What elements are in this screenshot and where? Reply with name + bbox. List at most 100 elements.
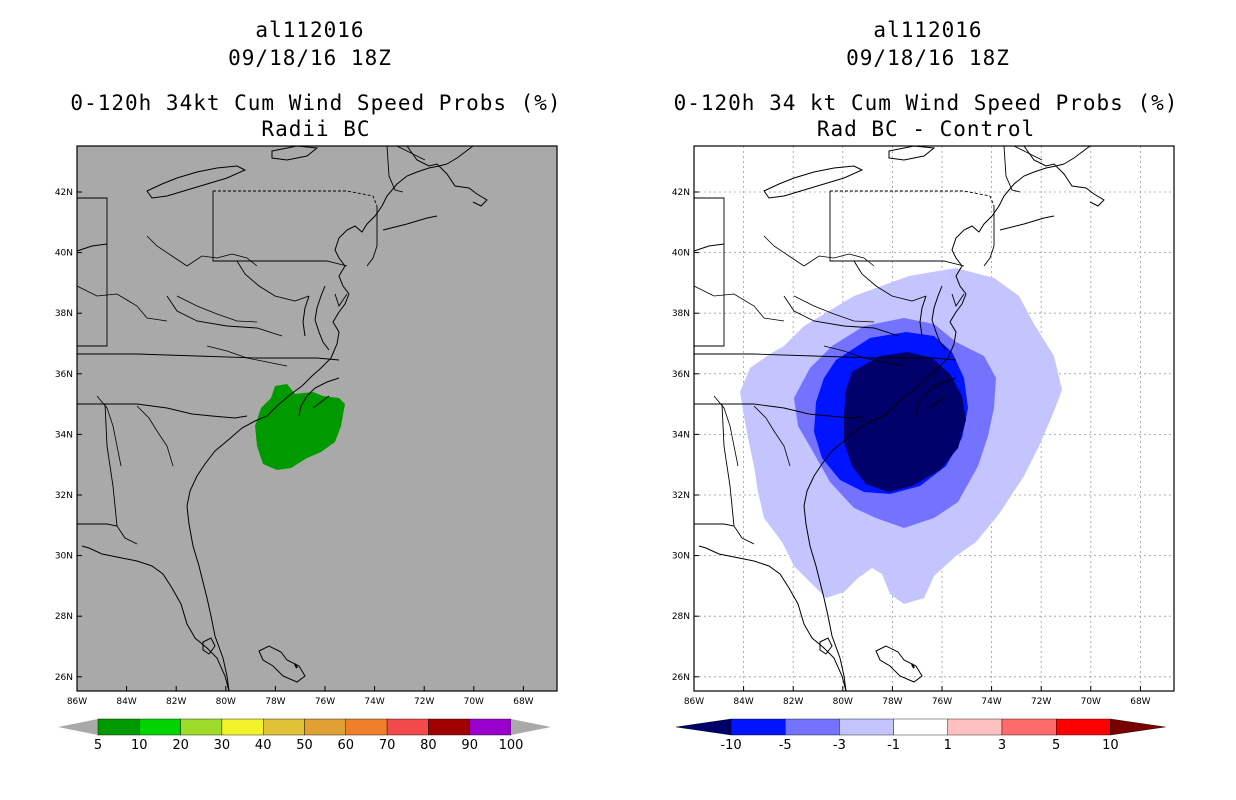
left-colorbar-swatch <box>221 718 264 736</box>
right-colorbar-label: 3 <box>998 738 1006 753</box>
left-lon-label: 72W <box>414 697 434 707</box>
right-latitude-labels: 42N 40N 38N 36N 34N 32N 30N 28N 26N <box>672 188 699 683</box>
right-lon-label: 80W <box>833 697 853 707</box>
right-colorbar-swatch <box>1001 718 1057 736</box>
left-lon-label: 78W <box>265 697 285 707</box>
left-colorbar-high-extend <box>511 719 551 735</box>
left-product-subtitle: Radii BC <box>261 117 371 141</box>
right-colorbar-swatch <box>947 718 1003 736</box>
right-datetime: 09/18/16 18Z <box>846 46 1010 70</box>
right-lon-label: 86W <box>684 697 704 707</box>
left-colorbar-swatch <box>180 718 223 736</box>
right-lat-label: 36N <box>672 370 690 380</box>
right-lon-label: 68W <box>1130 697 1150 707</box>
right-lon-label: 82W <box>783 697 803 707</box>
left-map-panel <box>76 145 558 692</box>
left-colorbar-label: 60 <box>338 738 355 753</box>
right-colorbar-label: -1 <box>887 738 900 753</box>
right-colorbar-label: -10 <box>720 738 741 753</box>
left-lon-label: 86W <box>67 697 87 707</box>
right-colorbar-swatch <box>1055 718 1111 736</box>
left-lat-label: 36N <box>55 370 73 380</box>
right-longitude-labels: 86W 84W 82W 80W 78W 76W 74W 72W 70W 68W <box>684 686 1151 707</box>
left-lon-label: 70W <box>464 697 484 707</box>
left-colorbar: 5 10 20 30 40 50 60 70 80 90 100 <box>58 718 551 753</box>
right-colorbar-swatch <box>839 718 894 736</box>
left-colorbar-low-extend <box>58 719 98 735</box>
left-latitude-labels: 42N 40N 38N 36N 34N 32N 30N 28N 26N <box>55 188 82 683</box>
right-colorbar-label: 1 <box>944 738 952 753</box>
left-colorbar-swatch <box>304 718 346 736</box>
left-lon-label: 84W <box>116 697 136 707</box>
left-lat-label: 34N <box>55 430 73 440</box>
right-lon-label: 76W <box>932 697 952 707</box>
right-lon-label: 74W <box>981 697 1001 707</box>
left-lat-label: 30N <box>55 552 73 562</box>
right-colorbar-label: -3 <box>833 738 846 753</box>
left-colorbar-swatch <box>428 718 470 736</box>
right-product-title: 0-120h 34 kt Cum Wind Speed Probs (%) <box>673 91 1179 115</box>
left-lat-label: 32N <box>55 491 73 501</box>
right-colorbar-label: 10 <box>1102 738 1119 753</box>
left-storm-id: al112016 <box>255 18 365 42</box>
right-lat-label: 30N <box>672 552 690 562</box>
left-panel-title: al112016 09/18/16 18Z <box>60 16 560 72</box>
right-colorbar-swatch <box>893 718 948 736</box>
right-lat-label: 42N <box>672 188 690 198</box>
right-storm-id: al112016 <box>873 18 983 42</box>
right-map-panel <box>693 145 1175 692</box>
left-lon-label: 68W <box>513 697 533 707</box>
right-lon-label: 84W <box>733 697 753 707</box>
left-colorbar-label: 10 <box>131 738 148 753</box>
right-lon-label: 70W <box>1081 697 1101 707</box>
right-colorbar-label: 5 <box>1052 738 1060 753</box>
left-map-frame <box>76 145 558 692</box>
right-lat-label: 26N <box>672 673 690 683</box>
right-map-frame <box>693 145 1175 692</box>
contour-minus-10 <box>844 352 966 492</box>
left-datetime: 09/18/16 18Z <box>228 46 392 70</box>
left-colorbar-swatch <box>97 718 140 736</box>
right-product-subtitle: Rad BC - Control <box>816 117 1036 141</box>
right-lat-label: 40N <box>672 249 690 259</box>
left-lat-label: 38N <box>55 309 73 319</box>
left-colorbar-swatch <box>263 718 305 736</box>
left-lat-label: 42N <box>55 188 73 198</box>
left-colorbar-swatch <box>345 718 388 736</box>
right-lat-label: 34N <box>672 430 690 440</box>
right-lat-label: 28N <box>672 612 690 622</box>
left-colorbar-label: 90 <box>461 738 478 753</box>
right-lon-label: 72W <box>1031 697 1051 707</box>
right-lat-label: 38N <box>672 309 690 319</box>
left-colorbar-swatch <box>386 718 429 736</box>
right-lat-label: 32N <box>672 491 690 501</box>
left-colorbar-label: 40 <box>255 738 272 753</box>
left-colorbar-label: 80 <box>420 738 437 753</box>
left-panel-subtitle: 0-120h 34kt Cum Wind Speed Probs (%) Rad… <box>36 90 596 142</box>
left-colorbar-swatch <box>469 718 512 736</box>
right-colorbar-high-extend <box>1110 718 1166 736</box>
right-lon-label: 78W <box>882 697 902 707</box>
left-product-title: 0-120h 34kt Cum Wind Speed Probs (%) <box>70 91 562 115</box>
left-colorbar-label: 70 <box>379 738 396 753</box>
left-lon-label: 74W <box>364 697 384 707</box>
right-colorbar: -10 -5 -3 -1 1 3 5 10 <box>675 718 1166 753</box>
left-lon-label: 80W <box>216 697 236 707</box>
right-colorbar-swatch <box>730 718 786 736</box>
left-colorbar-label: 5 <box>94 738 102 753</box>
right-colorbar-low-extend <box>675 718 732 736</box>
right-panel-subtitle: 0-120h 34 kt Cum Wind Speed Probs (%) Ra… <box>646 90 1206 142</box>
left-lat-label: 40N <box>55 249 73 259</box>
left-lat-label: 28N <box>55 612 73 622</box>
left-colorbar-label: 20 <box>172 738 189 753</box>
left-longitude-labels: 86W 84W 82W 80W 78W 76W 74W 72W 70W 68W <box>67 686 534 707</box>
left-colorbar-swatch <box>139 718 181 736</box>
left-colorbar-label: 30 <box>214 738 231 753</box>
right-colorbar-label: -5 <box>779 738 792 753</box>
left-colorbar-label: 50 <box>296 738 313 753</box>
left-colorbar-label: 100 <box>499 738 524 753</box>
left-lon-label: 82W <box>166 697 186 707</box>
left-lon-label: 76W <box>315 697 335 707</box>
right-colorbar-swatch <box>785 718 840 736</box>
